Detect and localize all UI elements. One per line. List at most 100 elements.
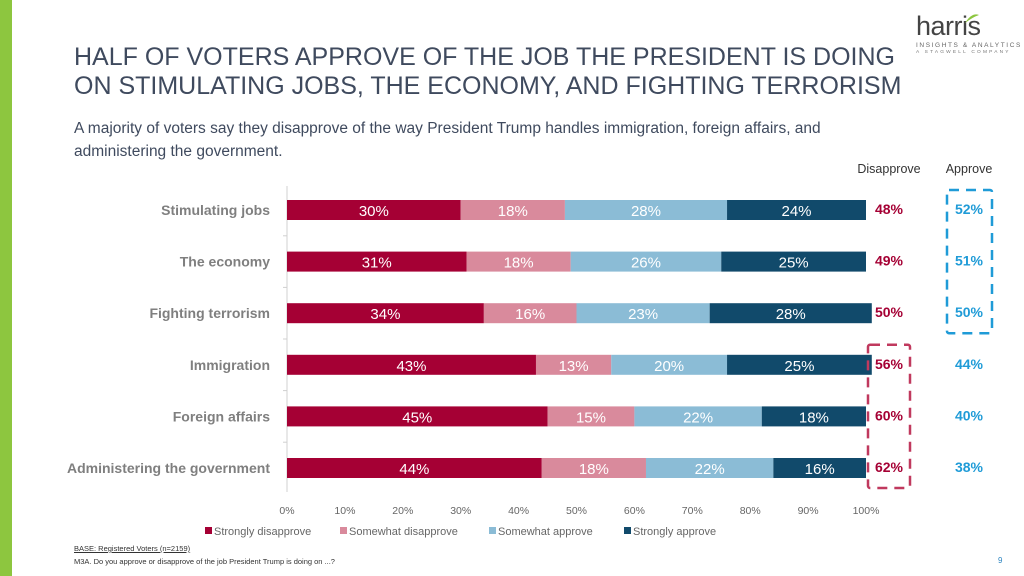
bar-value-label: 13%: [559, 358, 589, 375]
bar-value-label: 45%: [402, 409, 432, 426]
harris-logo: harris INSIGHTS & ANALYTICS A STAGWELL C…: [916, 11, 1022, 55]
bar-segment: [761, 406, 866, 427]
bar-segment: [287, 251, 467, 272]
disapprove-total: 49%: [875, 253, 904, 269]
bar-segment: [721, 251, 866, 272]
x-tick-label: 30%: [450, 505, 471, 517]
bar-value-label: 28%: [631, 203, 661, 220]
category-label: The economy: [180, 254, 270, 270]
bar-segment: [287, 458, 542, 478]
approve-total: 52%: [955, 201, 984, 217]
legend-swatch: [624, 527, 631, 534]
bar-segment: [541, 458, 646, 478]
disapprove-total: 50%: [875, 304, 904, 320]
logo-tagline: INSIGHTS & ANALYTICS: [916, 42, 1022, 49]
x-tick-label: 60%: [624, 505, 645, 517]
x-tick-label: 70%: [682, 505, 703, 517]
bar-value-label: 18%: [504, 255, 534, 272]
x-tick-label: 20%: [392, 505, 413, 517]
bar-value-label: 23%: [628, 306, 658, 323]
footnote-question: M3A. Do you approve or disapprove of the…: [74, 557, 335, 566]
bar-value-label: 20%: [654, 358, 684, 375]
category-label: Foreign affairs: [173, 408, 270, 424]
bar-segment: [611, 354, 728, 375]
bar-value-label: 30%: [359, 203, 389, 220]
logo-leaf-icon: [965, 14, 979, 23]
bar-segment: [547, 406, 635, 427]
bar-value-label: 25%: [779, 255, 809, 272]
slide-title: HALF OF VOTERS APPROVE OF THE JOB THE PR…: [74, 43, 902, 100]
bar-segment: [727, 354, 872, 375]
bar-value-label: 43%: [396, 358, 426, 375]
approve-total: 50%: [955, 304, 984, 320]
bar-value-label: 44%: [399, 461, 429, 478]
bar-value-label: 25%: [784, 358, 814, 375]
legend-swatch: [489, 527, 496, 534]
x-tick-label: 0%: [279, 505, 294, 517]
disapprove-highlight-box: [866, 343, 912, 490]
bar-segment: [709, 303, 872, 324]
logo-company: A STAGWELL COMPANY: [916, 50, 1011, 55]
bar-segment: [460, 200, 565, 220]
slide-subtitle: A majority of voters say they disapprove…: [74, 120, 821, 160]
approve-total: 38%: [955, 459, 984, 475]
bar-value-label: 18%: [799, 409, 829, 426]
page-number: 9: [998, 556, 1003, 565]
legend-label: Strongly disapprove: [214, 526, 311, 538]
legend-label: Somewhat disapprove: [349, 526, 458, 538]
bar-value-label: 34%: [370, 306, 400, 323]
category-label: Stimulating jobs: [161, 202, 270, 218]
legend-label: Somewhat approve: [498, 526, 593, 538]
x-tick-label: 80%: [740, 505, 761, 517]
bar-segment: [570, 251, 722, 272]
bar-value-label: 18%: [498, 203, 528, 220]
accent-bar: [0, 0, 12, 576]
disapprove-total: 60%: [875, 407, 904, 423]
bar-value-label: 22%: [695, 461, 725, 478]
bar-value-label: 26%: [631, 255, 661, 272]
disapprove-total: 62%: [875, 459, 904, 475]
logo-word: harris: [916, 11, 981, 41]
bar-value-label: 31%: [362, 255, 392, 272]
legend-swatch: [205, 527, 212, 534]
x-tick-label: 40%: [508, 505, 529, 517]
approve-total: 40%: [955, 407, 984, 423]
disapprove-header: Disapprove: [857, 162, 920, 176]
x-tick-label: 90%: [798, 505, 819, 517]
bar-segment: [287, 303, 484, 324]
bar-value-label: 28%: [776, 306, 806, 323]
bar-segment: [634, 406, 762, 427]
bar-value-label: 22%: [683, 409, 713, 426]
footnote-base: BASE: Registered Voters (n=2159): [74, 544, 191, 553]
bar-segment: [287, 406, 548, 427]
bar-segment: [466, 251, 571, 272]
category-label: Fighting terrorism: [149, 305, 270, 321]
legend-swatch: [340, 527, 347, 534]
bar-segment: [576, 303, 710, 324]
approve-header: Approve: [946, 162, 993, 176]
legend-label: Strongly approve: [633, 526, 716, 538]
category-label: Immigration: [190, 357, 270, 373]
bar-value-label: 24%: [782, 203, 812, 220]
bar-segment: [564, 200, 728, 220]
bar-segment: [483, 303, 577, 324]
bar-value-label: 16%: [515, 306, 545, 323]
category-label: Administering the government: [67, 460, 270, 476]
bar-segment: [535, 354, 612, 375]
bar-segment: [773, 458, 866, 478]
bar-value-label: 16%: [805, 461, 835, 478]
bar-segment: [287, 200, 461, 220]
x-tick-label: 50%: [566, 505, 587, 517]
bar-value-label: 15%: [576, 409, 606, 426]
disapprove-total: 56%: [875, 356, 904, 372]
bar-segment: [727, 200, 866, 220]
bar-segment: [645, 458, 774, 478]
bar-value-label: 18%: [579, 461, 609, 478]
x-tick-label: 10%: [334, 505, 355, 517]
bar-segment: [287, 354, 536, 375]
approve-highlight-box: [945, 188, 994, 335]
approve-total: 51%: [955, 253, 984, 269]
approve-total: 44%: [955, 356, 984, 372]
disapprove-total: 48%: [875, 201, 904, 217]
